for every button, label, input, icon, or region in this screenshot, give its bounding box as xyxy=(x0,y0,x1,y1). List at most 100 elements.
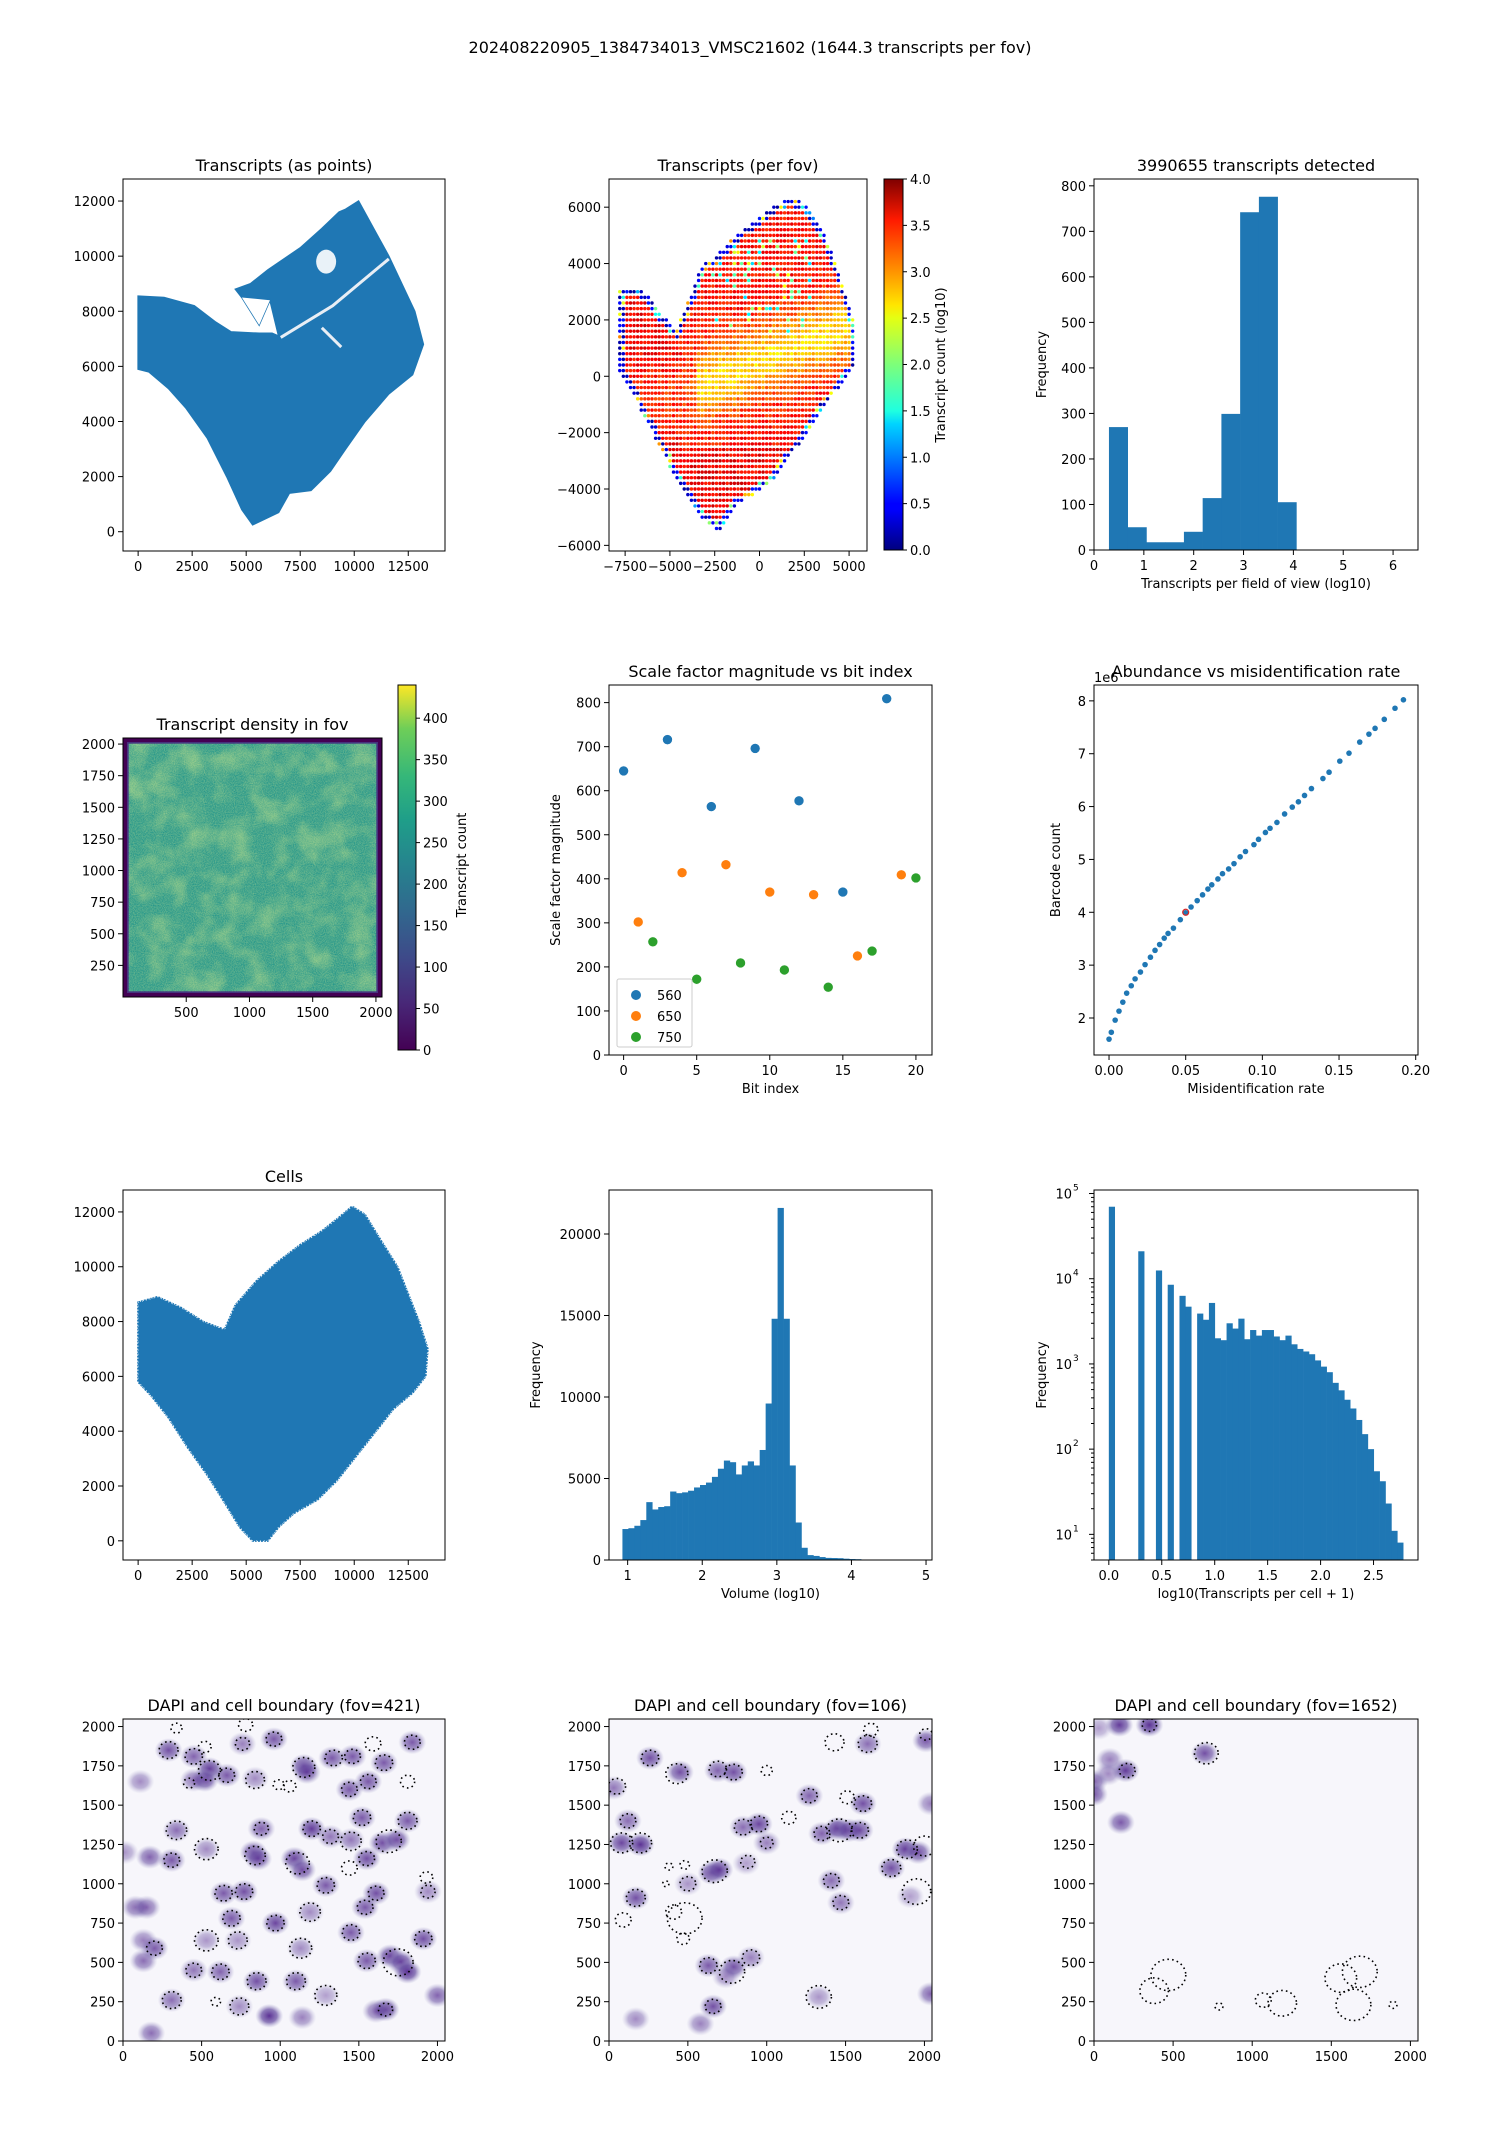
fov-point xyxy=(711,340,715,345)
fov-point xyxy=(786,273,790,277)
fov-point xyxy=(650,363,654,367)
fov-point xyxy=(653,408,658,412)
fov-point xyxy=(761,228,765,232)
fov-point xyxy=(657,391,661,395)
fov-point xyxy=(797,380,801,384)
fov-point xyxy=(764,222,769,226)
fov-point xyxy=(779,211,783,215)
fov-point xyxy=(718,357,722,362)
fov-point xyxy=(811,239,815,243)
fov-point xyxy=(775,256,780,260)
fov-point xyxy=(833,329,837,333)
fov-point xyxy=(732,464,737,469)
cell-boundary xyxy=(413,1930,433,1948)
fov-point xyxy=(840,363,844,367)
scatter-point xyxy=(1255,836,1262,843)
fov-point xyxy=(739,352,744,356)
histogram-bar xyxy=(1127,527,1147,550)
chart-transcripts-per-fov: −7500 −5000 −2500 0 2500 5000−6000−4000−20000… xyxy=(557,156,949,575)
chart-title: DAPI and cell boundary (fov=106) xyxy=(634,1696,907,1715)
fov-point xyxy=(833,295,837,300)
fov-point xyxy=(625,318,629,322)
fov-point xyxy=(804,352,808,356)
fov-point xyxy=(811,273,815,277)
fov-point xyxy=(768,267,772,271)
fov-point xyxy=(643,335,647,339)
fov-point xyxy=(729,425,733,429)
fov-point xyxy=(675,425,679,429)
fov-point xyxy=(833,374,837,378)
fov-point xyxy=(779,453,783,457)
fov-point xyxy=(800,436,805,440)
nucleus xyxy=(362,1999,391,2024)
y-tick-label: 1750 xyxy=(568,1760,601,1775)
fov-point xyxy=(639,357,643,362)
cell-boundary xyxy=(244,1845,267,1866)
fov-point xyxy=(772,211,776,215)
fov-point xyxy=(729,459,733,463)
fov-point xyxy=(754,464,758,469)
fov-point xyxy=(768,430,772,435)
fov-point xyxy=(797,363,801,367)
fov-point xyxy=(768,233,772,238)
fov-point xyxy=(718,368,722,373)
cell-boundary xyxy=(1267,1989,1298,2017)
fov-point xyxy=(768,459,772,463)
fov-point xyxy=(625,335,629,339)
fov-point xyxy=(843,374,848,378)
fov-point xyxy=(707,492,712,497)
fov-point xyxy=(696,335,701,339)
fov-point xyxy=(714,290,719,294)
fov-point xyxy=(732,430,737,435)
fov-point xyxy=(686,318,690,322)
fov-point xyxy=(707,385,712,390)
fov-point xyxy=(790,425,794,429)
fov-point xyxy=(711,278,715,283)
fov-point xyxy=(825,244,830,249)
fov-point xyxy=(811,368,815,373)
fov-point xyxy=(790,391,794,395)
fov-point xyxy=(761,239,765,243)
fov-point xyxy=(661,346,665,350)
fov-point xyxy=(840,318,844,322)
fov-point xyxy=(650,414,654,418)
fov-point xyxy=(768,301,772,305)
fov-point xyxy=(804,301,808,305)
fov-point xyxy=(707,509,712,514)
fov-point xyxy=(818,363,823,367)
scatter-point-750 xyxy=(866,945,878,957)
fov-point xyxy=(657,363,661,367)
y-tick-label: 400 xyxy=(1061,362,1086,377)
fov-point xyxy=(793,408,798,412)
cell-boundary xyxy=(399,1774,416,1789)
fov-point xyxy=(718,408,722,412)
fov-point xyxy=(704,267,708,271)
fov-point xyxy=(639,374,643,378)
fov-point xyxy=(743,306,747,311)
fov-point xyxy=(618,306,622,311)
fov-point xyxy=(721,509,726,514)
fov-point xyxy=(743,425,747,429)
histogram-bar xyxy=(789,1465,796,1560)
fov-point xyxy=(689,464,694,469)
fov-point xyxy=(829,335,833,339)
fov-point xyxy=(632,346,636,350)
fov-point xyxy=(729,391,733,395)
fov-point xyxy=(668,346,672,350)
fov-point xyxy=(825,256,830,260)
fov-point xyxy=(628,312,633,316)
fov-point xyxy=(639,329,643,333)
fov-point xyxy=(693,397,697,401)
y-tick-label: 2 xyxy=(1078,1012,1086,1027)
fov-point xyxy=(786,385,790,390)
fov-point xyxy=(768,363,772,367)
fov-point xyxy=(822,385,826,390)
fov-point xyxy=(764,481,769,486)
fov-point xyxy=(664,363,669,367)
fov-point xyxy=(768,436,772,440)
fov-point xyxy=(729,374,733,378)
fov-point xyxy=(686,425,690,429)
histogram-bar xyxy=(837,1558,844,1560)
fov-point xyxy=(822,312,826,316)
fov-point xyxy=(815,250,819,254)
